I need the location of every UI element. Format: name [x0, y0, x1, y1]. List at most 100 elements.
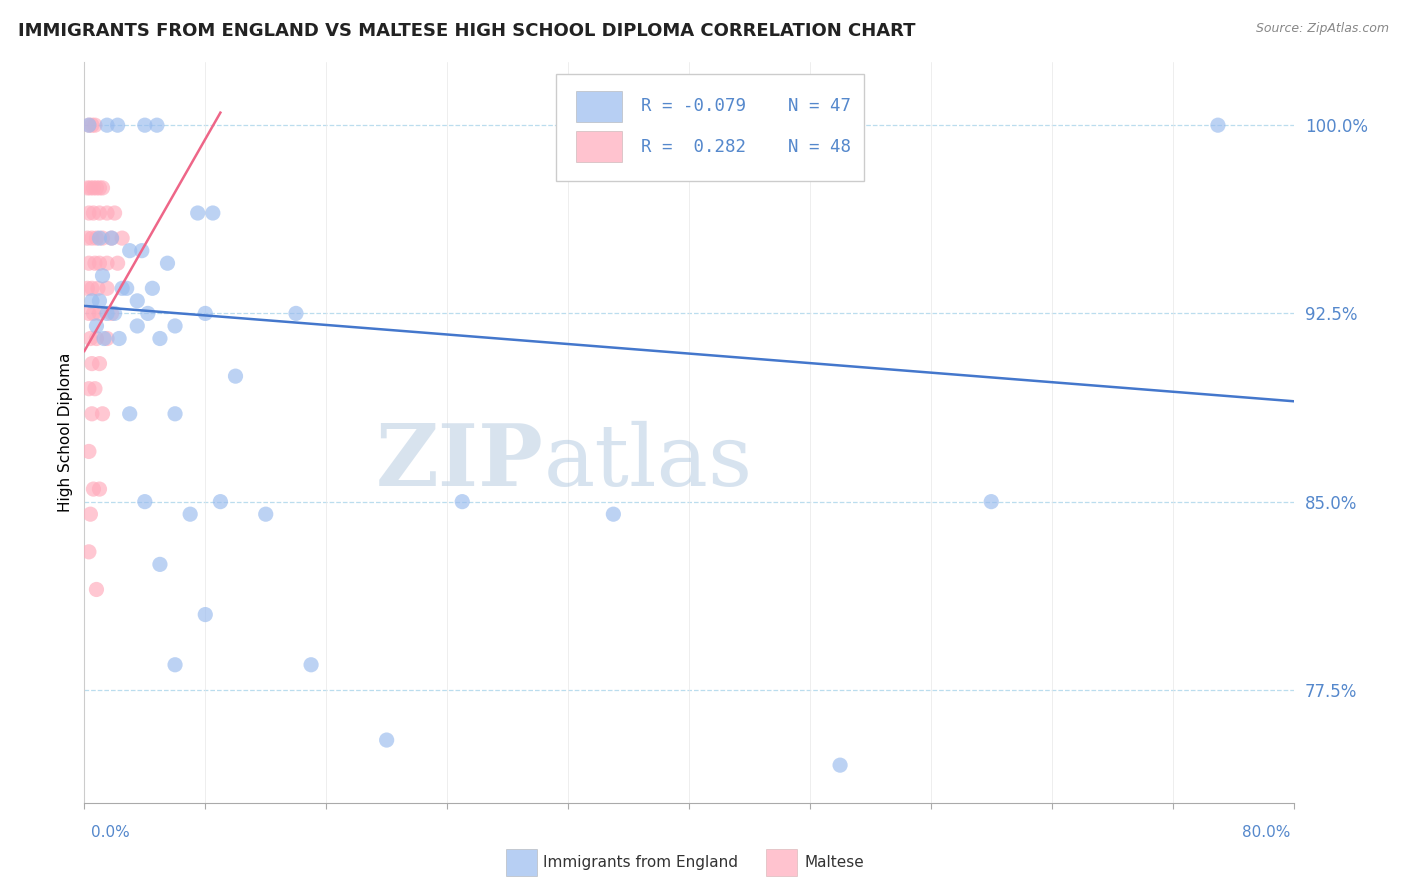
Point: [96, 306, 118, 320]
Point: [179, 507, 201, 521]
Point: [107, 118, 129, 132]
Text: R = -0.079    N = 47: R = -0.079 N = 47: [641, 97, 851, 115]
Point: [156, 256, 179, 270]
Point: [141, 281, 163, 295]
Point: [91, 268, 114, 283]
Point: [134, 118, 156, 132]
Point: [89, 306, 111, 320]
Point: [76, 231, 98, 245]
Point: [89, 293, 111, 308]
FancyBboxPatch shape: [555, 73, 865, 181]
Point: [91, 181, 114, 195]
Point: [86, 231, 108, 245]
Text: Immigrants from England: Immigrants from England: [543, 855, 738, 870]
Point: [80, 231, 103, 245]
Point: [89, 231, 111, 245]
Point: [1206, 118, 1229, 132]
Point: [127, 318, 149, 333]
Point: [76, 281, 98, 295]
Point: [93, 331, 115, 345]
Point: [77, 444, 100, 458]
Point: [165, 657, 187, 672]
Point: [86, 318, 108, 333]
Text: atlas: atlas: [544, 421, 754, 504]
Point: [86, 582, 108, 597]
Point: [165, 407, 187, 421]
Point: [86, 181, 108, 195]
Point: [254, 507, 277, 521]
Point: [89, 256, 111, 270]
Point: [79, 331, 101, 345]
Point: [451, 494, 474, 508]
Point: [80, 407, 103, 421]
Y-axis label: High School Diploma: High School Diploma: [58, 353, 73, 512]
Point: [80, 118, 103, 132]
Point: [89, 181, 111, 195]
Point: [100, 231, 122, 245]
Point: [96, 118, 118, 132]
Point: [96, 256, 118, 270]
Point: [285, 306, 308, 320]
Point: [82, 482, 104, 496]
Point: [76, 181, 98, 195]
Point: [131, 244, 153, 258]
Point: [77, 118, 100, 132]
Point: [96, 331, 118, 345]
Point: [80, 293, 103, 308]
Text: IMMIGRANTS FROM ENGLAND VS MALTESE HIGH SCHOOL DIPLOMA CORRELATION CHART: IMMIGRANTS FROM ENGLAND VS MALTESE HIGH …: [18, 22, 915, 40]
Point: [84, 118, 107, 132]
Text: 80.0%: 80.0%: [1243, 825, 1291, 840]
FancyBboxPatch shape: [576, 91, 623, 121]
Point: [108, 331, 131, 345]
Text: R =  0.282    N = 48: R = 0.282 N = 48: [641, 138, 851, 156]
Point: [91, 407, 114, 421]
Point: [77, 256, 100, 270]
Point: [118, 244, 141, 258]
Text: Source: ZipAtlas.com: Source: ZipAtlas.com: [1256, 22, 1389, 36]
Point: [84, 382, 107, 396]
Point: [111, 281, 134, 295]
Point: [87, 281, 110, 295]
Point: [127, 293, 149, 308]
Point: [602, 507, 624, 521]
Point: [79, 507, 101, 521]
Point: [96, 281, 118, 295]
Point: [82, 206, 104, 220]
Point: [104, 306, 127, 320]
Point: [149, 331, 172, 345]
Point: [107, 256, 129, 270]
Point: [194, 607, 217, 622]
Point: [89, 357, 111, 371]
Text: 0.0%: 0.0%: [91, 825, 131, 840]
Point: [118, 407, 141, 421]
Text: ZIP: ZIP: [375, 420, 544, 504]
Point: [80, 281, 103, 295]
Point: [100, 306, 122, 320]
Point: [111, 231, 134, 245]
Point: [187, 206, 209, 220]
Point: [79, 181, 101, 195]
Point: [96, 206, 118, 220]
Point: [146, 118, 169, 132]
Point: [375, 733, 398, 747]
Point: [165, 318, 187, 333]
Point: [830, 758, 852, 772]
Point: [136, 306, 159, 320]
Point: [91, 231, 114, 245]
Point: [100, 231, 122, 245]
Point: [104, 206, 127, 220]
FancyBboxPatch shape: [576, 131, 623, 162]
Point: [77, 118, 100, 132]
Point: [299, 657, 322, 672]
Point: [89, 482, 111, 496]
Point: [82, 181, 104, 195]
Point: [201, 206, 224, 220]
Point: [115, 281, 138, 295]
Point: [77, 545, 100, 559]
Point: [134, 494, 156, 508]
Point: [77, 206, 100, 220]
Point: [86, 331, 108, 345]
Text: Maltese: Maltese: [804, 855, 863, 870]
Point: [209, 494, 232, 508]
Point: [89, 206, 111, 220]
